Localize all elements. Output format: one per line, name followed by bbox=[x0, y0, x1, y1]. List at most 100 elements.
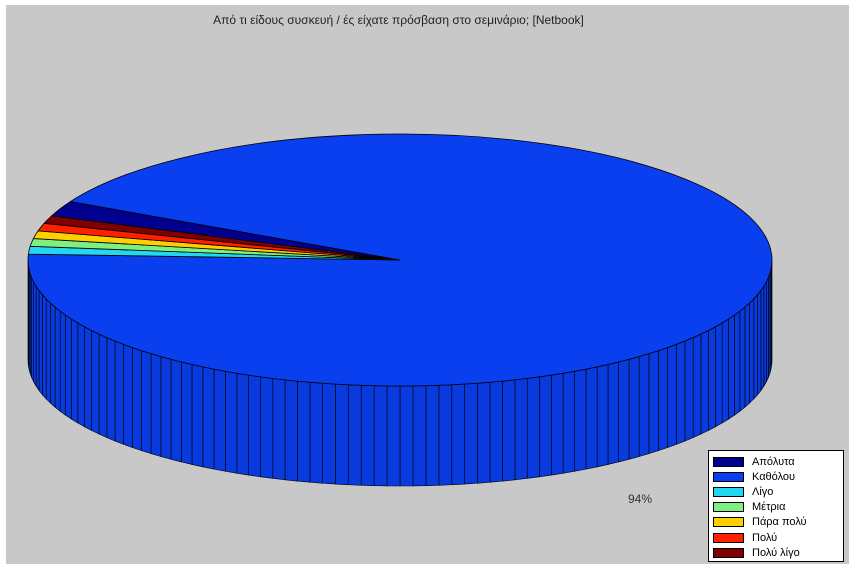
pie-side-1 bbox=[684, 337, 694, 442]
legend-item: Λίγο bbox=[713, 484, 839, 499]
pie-side-1 bbox=[260, 376, 274, 479]
pie-side-1 bbox=[514, 378, 528, 481]
pie-side-1 bbox=[65, 314, 72, 420]
pie-side-1 bbox=[399, 385, 414, 487]
pie-side-1 bbox=[715, 322, 723, 428]
legend-swatch bbox=[713, 517, 744, 528]
pie-side-1 bbox=[539, 374, 552, 478]
legend-label: Λίγο bbox=[752, 485, 774, 498]
legend: Απόλυτα Καθόλου Λίγο Μέτρια Πάρα πολύ Πολύ Πολ… bbox=[708, 450, 844, 562]
pie-side-1 bbox=[50, 302, 56, 408]
chart-figure: Από τι είδους συσκευή / ές είχατε πρόσβα… bbox=[6, 5, 849, 564]
legend-label: Απόλυτα bbox=[752, 455, 795, 468]
pie-side-1 bbox=[309, 381, 323, 484]
pie-side-1 bbox=[438, 384, 453, 486]
pie-side-1 bbox=[658, 347, 668, 452]
pie-side-1 bbox=[132, 347, 142, 452]
pie-side-1 bbox=[412, 385, 427, 487]
legend-swatch bbox=[713, 486, 744, 497]
pie-side-1 bbox=[607, 361, 619, 465]
legend-item: Πολύ bbox=[713, 530, 839, 545]
legend-label: Πολύ λίγο bbox=[752, 546, 800, 559]
pie-slice-Πολύ-λίγο bbox=[43, 215, 401, 261]
pie-side-1 bbox=[373, 385, 388, 487]
pie-side-1 bbox=[71, 318, 79, 424]
pie-side-1 bbox=[272, 378, 286, 481]
pie-side-1 bbox=[477, 381, 491, 484]
pie-label-1: 94% bbox=[628, 492, 652, 506]
pie-side-1 bbox=[98, 333, 108, 439]
pie-side-1 bbox=[692, 333, 702, 439]
pie-side-1 bbox=[347, 384, 362, 486]
pie-side-1 bbox=[648, 350, 659, 455]
pie-side-1 bbox=[38, 289, 43, 396]
chart-title: Από τι είδους συσκευή / ές είχατε πρόσβα… bbox=[213, 13, 584, 27]
pie-side-1 bbox=[335, 383, 349, 486]
pie-side-1 bbox=[700, 329, 709, 435]
pie-side-1 bbox=[451, 383, 465, 486]
pie-side-1 bbox=[464, 382, 478, 485]
legend-item: Απόλυτα bbox=[713, 454, 839, 469]
pie-side-1 bbox=[84, 326, 92, 431]
pie-side-1 bbox=[54, 306, 61, 412]
pie-side-1 bbox=[225, 370, 238, 474]
pie-side-1 bbox=[77, 322, 85, 428]
pie-side-1 bbox=[322, 382, 336, 485]
pie-side-1 bbox=[638, 353, 650, 457]
pie-side-1 bbox=[749, 298, 755, 404]
pie-side-1 bbox=[31, 277, 34, 383]
legend-label: Καθόλου bbox=[752, 470, 796, 483]
pie-side-1 bbox=[114, 340, 124, 445]
pie-side-1 bbox=[33, 280, 37, 388]
pie-side-1 bbox=[35, 285, 40, 392]
legend-label: Πάρα πολύ bbox=[752, 516, 807, 529]
pie-side-1 bbox=[91, 329, 100, 435]
pie-side-1 bbox=[760, 285, 765, 392]
pie-side-1 bbox=[297, 380, 311, 483]
legend-swatch bbox=[713, 547, 744, 558]
pie-side-1 bbox=[42, 293, 47, 400]
pie-side-1 bbox=[386, 385, 401, 487]
pie-side-1 bbox=[574, 368, 587, 472]
legend-swatch bbox=[713, 456, 744, 467]
pie-side-1 bbox=[734, 310, 741, 416]
pie-side-1 bbox=[628, 356, 640, 460]
pie-side-1 bbox=[284, 379, 298, 482]
pie-side-1 bbox=[191, 364, 204, 468]
pie-side-1 bbox=[757, 289, 762, 396]
pie-side-1 bbox=[489, 380, 503, 483]
pie-side-1 bbox=[766, 277, 769, 383]
pie-side-1 bbox=[585, 366, 598, 470]
pie-side-1 bbox=[213, 368, 226, 472]
legend-item: Πολύ λίγο bbox=[713, 545, 839, 560]
pie-side-1 bbox=[170, 358, 182, 463]
pie-side-1 bbox=[150, 353, 162, 457]
legend-swatch bbox=[713, 532, 744, 543]
pie-side-1 bbox=[160, 356, 172, 460]
pie-side-1 bbox=[744, 302, 750, 408]
pie-side-1 bbox=[667, 343, 677, 448]
legend-swatch bbox=[713, 502, 744, 513]
legend-item: Καθόλου bbox=[713, 469, 839, 484]
pie-side-1 bbox=[562, 370, 575, 474]
pie-side-1 bbox=[728, 314, 735, 420]
pie-side-1 bbox=[141, 350, 152, 455]
legend-label: Πολύ bbox=[752, 531, 778, 544]
pie-side-1 bbox=[551, 372, 564, 476]
pie-side-1 bbox=[596, 364, 609, 468]
pie-side-1 bbox=[753, 293, 758, 400]
pie-side-1 bbox=[502, 379, 516, 482]
pie-side-1 bbox=[708, 326, 716, 431]
pie-side-1 bbox=[618, 358, 630, 463]
pie-side-1 bbox=[202, 366, 215, 470]
pie-side-1 bbox=[763, 280, 767, 388]
pie-side-1 bbox=[45, 298, 51, 404]
pie-chart: 2%94%1%< 1%< 1%1%1% bbox=[27, 133, 773, 506]
pie-side-1 bbox=[721, 318, 729, 424]
legend-swatch bbox=[713, 471, 744, 482]
legend-label: Μέτρια bbox=[752, 501, 786, 514]
pie-side-1 bbox=[123, 343, 133, 448]
pie-side-1 bbox=[526, 376, 540, 479]
pie-side-1 bbox=[248, 374, 261, 478]
pie-side-1 bbox=[360, 385, 375, 487]
